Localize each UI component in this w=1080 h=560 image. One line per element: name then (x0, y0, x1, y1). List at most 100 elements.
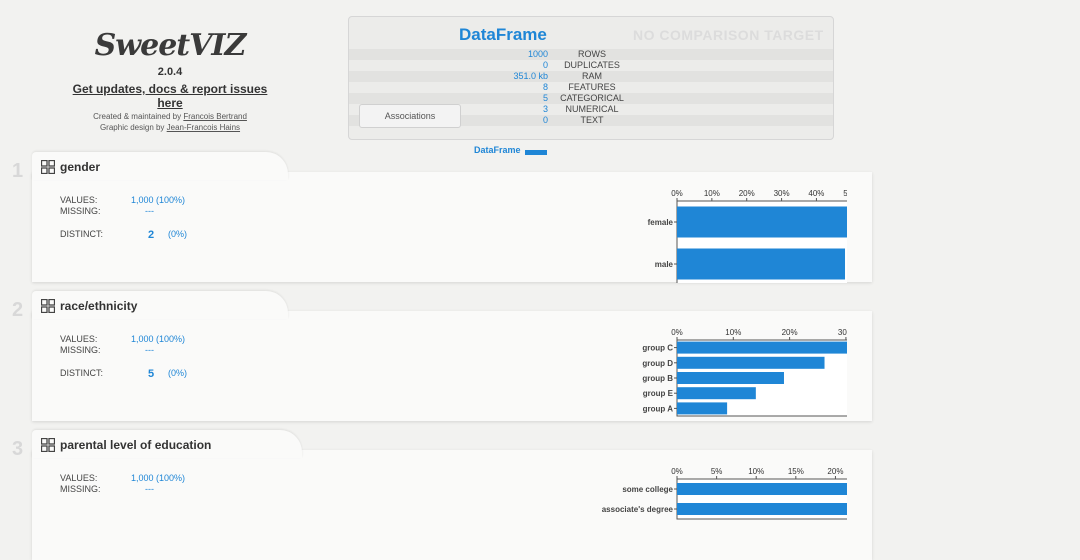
stat-label: CATEGORICAL (560, 93, 624, 103)
stat-label: ROWS (578, 49, 606, 59)
stat-row-duplicates: 0 DUPLICATES (349, 60, 833, 71)
stat-row-numerical: 3 NUMERICAL (349, 104, 833, 115)
stat-label: DUPLICATES (564, 60, 620, 70)
stat-label: NUMERICAL (565, 104, 619, 114)
stat-label: FEATURES (568, 82, 616, 92)
feature-tab: gender (32, 152, 288, 180)
bar (677, 341, 847, 354)
no-comparison-target-label: NO COMPARISON TARGET (633, 27, 824, 43)
gender-bar-chart: 0% 10% 20% 30% 40% 50% female male (648, 189, 847, 283)
tick-label: 0% (671, 189, 683, 198)
feature-number: 2 (12, 299, 24, 321)
feature-card: VALUES: 1,000 (100%) MISSING: --- 0% 5% 10… (32, 450, 872, 560)
bar (677, 387, 756, 400)
missing-label: MISSING: (60, 484, 101, 494)
missing-label: MISSING: (60, 345, 101, 355)
sweetviz-logo: SweetVIZ (94, 28, 247, 63)
stat-value: 1000 (527, 49, 548, 59)
values-label: VALUES: (60, 473, 98, 483)
feature-card: VALUES: 1,000 (100%) MISSING: --- DISTIN… (32, 311, 872, 421)
category-label: some college (622, 485, 673, 494)
bar (677, 483, 847, 495)
tick-label: 0% (671, 328, 683, 337)
feature-tab: race/ethnicity (32, 291, 288, 319)
values-value: 1,000 (100%) (131, 334, 186, 344)
missing-label: MISSING: (60, 206, 101, 216)
values-label: VALUES: (60, 195, 98, 205)
design-prefix: Graphic design by (99, 123, 167, 132)
tick-label: 30% (774, 189, 790, 198)
summary-title: DataFrame (459, 25, 547, 44)
stat-label: TEXT (580, 115, 604, 125)
category-label: group C (642, 344, 673, 353)
feature-card: VALUES: 1,000 (100%) MISSING: --- DISTIN… (32, 172, 872, 283)
category-label: associate's degree (602, 505, 674, 514)
tick-label: 20% (782, 328, 798, 337)
tick-label: 10% (748, 467, 764, 476)
distinct-value: 2 (148, 229, 155, 241)
stat-label: RAM (582, 71, 602, 81)
tick-label: 15% (788, 467, 804, 476)
dataframe-legend-swatch (525, 150, 547, 155)
updates-link[interactable]: Get updates, docs & report issues here (72, 82, 268, 110)
parental-education-bar-chart: 0% 5% 10% 15% 20% some college associate's deg… (602, 467, 847, 520)
stat-value: 3 (542, 104, 548, 114)
feature-tab: parental level of education (32, 430, 302, 458)
designer-link[interactable]: Jean-Francois Hains (166, 123, 241, 132)
credits-design: Graphic design by Jean-Francois Hains (70, 123, 270, 132)
stat-row-ram: 351.0 kb RAM (349, 71, 833, 82)
feature-name: parental level of education (60, 438, 212, 452)
category-label: male (655, 260, 674, 269)
values-value: 1,000 (100%) (131, 195, 186, 205)
category-label: group A (643, 404, 674, 413)
tick-label: 5% (711, 467, 723, 476)
category-label: group E (643, 389, 674, 398)
stat-value: 0 (542, 60, 548, 70)
feature-name: race/ethnicity (60, 299, 138, 313)
tick-label: 20% (739, 189, 755, 198)
stat-row-rows: 1000 ROWS (349, 49, 833, 60)
bar (677, 402, 728, 415)
logo-block: SweetVIZ 2.0.4 Get updates, docs & repor… (70, 28, 270, 132)
author-link[interactable]: Francois Bertrand (183, 112, 247, 121)
version-label: 2.0.4 (157, 66, 183, 78)
dataframe-summary-panel: DataFrame NO COMPARISON TARGET 1000 ROWS … (348, 16, 834, 140)
feature-name: gender (60, 160, 101, 174)
associations-button[interactable]: Associations (359, 104, 461, 128)
distinct-label: DISTINCT: (60, 368, 104, 378)
stat-value: 5 (542, 93, 548, 103)
bar (677, 356, 825, 369)
tick-label: 30% (838, 328, 847, 337)
bar (677, 503, 847, 515)
tick-label: 10% (725, 328, 741, 337)
distinct-percent: (0%) (168, 368, 188, 378)
missing-value: --- (145, 484, 154, 494)
feature-number: 1 (12, 160, 24, 182)
stat-row-text: 0 TEXT (349, 115, 833, 126)
tick-label: 50% (843, 189, 847, 198)
category-label: group D (642, 359, 673, 368)
missing-value: --- (145, 345, 154, 355)
created-prefix: Created & maintained by (93, 112, 184, 121)
stat-value: 0 (542, 115, 548, 125)
stat-row-features: 8 FEATURES (349, 82, 833, 93)
bar (677, 372, 784, 384)
values-value: 1,000 (100%) (131, 473, 186, 483)
distinct-label: DISTINCT: (60, 229, 104, 239)
bar (677, 206, 847, 238)
bar (677, 248, 846, 280)
race-ethnicity-bar-chart: 0% 10% 20% 30% group C group D group B group E g… (642, 328, 847, 417)
stat-row-categorical: 5 CATEGORICAL (349, 93, 833, 104)
grid-icon (41, 438, 55, 452)
dataframe-legend-label: DataFrame (474, 145, 521, 155)
distinct-percent: (0%) (168, 229, 188, 239)
stat-value: 351.0 kb (513, 71, 548, 81)
tick-label: 40% (808, 189, 824, 198)
distinct-value: 5 (148, 368, 155, 380)
values-label: VALUES: (60, 334, 98, 344)
missing-value: --- (145, 206, 154, 216)
credits-created: Created & maintained by Francois Bertran… (70, 112, 270, 121)
category-label: group B (642, 374, 673, 383)
tick-label: 20% (827, 467, 843, 476)
grid-icon (41, 160, 55, 174)
